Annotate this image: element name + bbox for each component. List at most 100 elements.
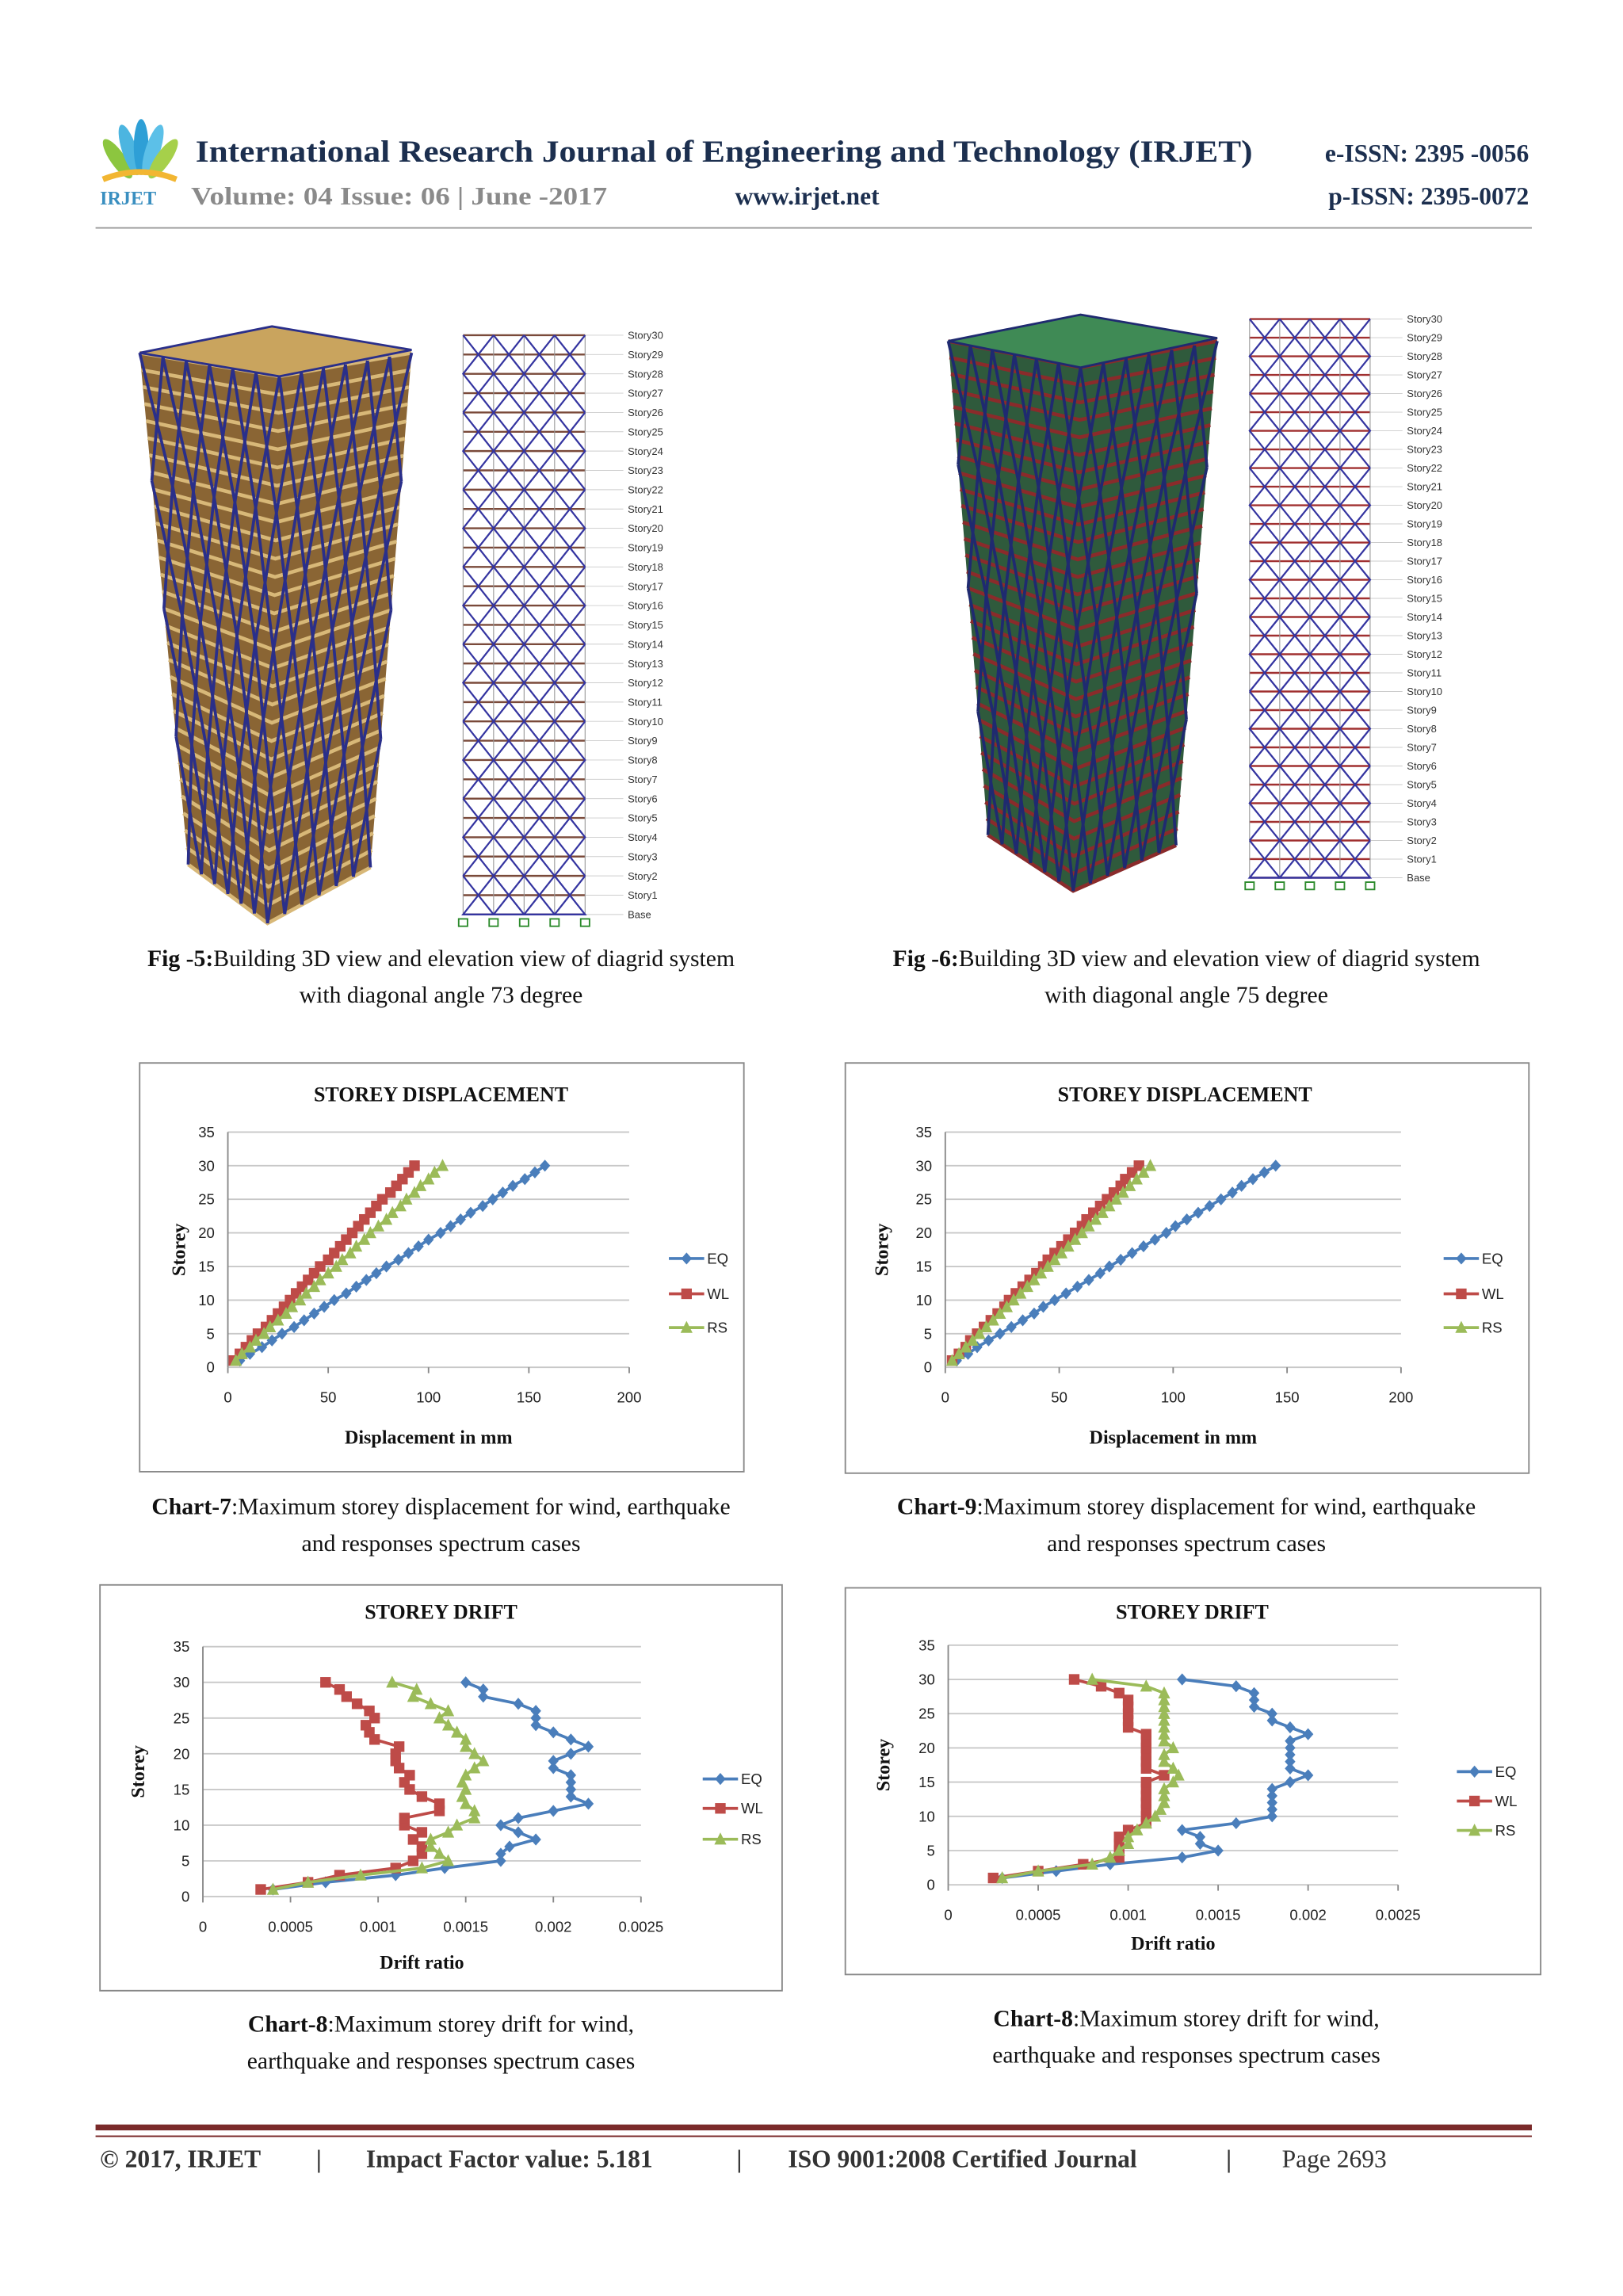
- marker: [945, 1354, 959, 1366]
- building-diagonal: [1021, 487, 1041, 609]
- marker: [314, 1273, 327, 1286]
- y-tick-label: 20: [915, 1224, 932, 1241]
- marker: [308, 1307, 320, 1320]
- marker: [1167, 1761, 1179, 1775]
- building-diagonal: [1148, 598, 1178, 734]
- elevation-brace: [522, 411, 556, 491]
- elevation-brace: [522, 875, 556, 915]
- building-floor: [979, 734, 1186, 789]
- building-diagonal: [311, 497, 341, 637]
- marker: [1266, 1714, 1277, 1727]
- elevation-brace: [522, 720, 556, 800]
- building-diagonal: [1037, 362, 1060, 487]
- marker: [350, 1280, 362, 1293]
- elevation-brace: [492, 489, 525, 568]
- marker: [565, 1783, 577, 1796]
- elevation-brace: [492, 797, 525, 877]
- elevation-brace: [1308, 839, 1341, 879]
- marker: [1158, 1720, 1170, 1733]
- building-diagonal: [150, 356, 165, 481]
- marker: [302, 1875, 315, 1888]
- marker: [1028, 1273, 1041, 1286]
- volume: Volume: 04 Issue: 06 | June -2017: [191, 182, 607, 210]
- chart-frame: [844, 1062, 1530, 1474]
- story-label: Story12: [1407, 648, 1442, 660]
- elevation-brace: [553, 720, 586, 800]
- caption-text: :Maximum storey displacement for wind, e…: [976, 1495, 1476, 1557]
- building-diagonal: [254, 513, 278, 644]
- marker: [1177, 1851, 1188, 1864]
- chart: STOREY DRIFT 0 5 10 15 20 25 30 35 0 0.0005 0.001 0.…: [99, 1584, 783, 1992]
- building-floor: [147, 436, 406, 470]
- marker: [460, 1797, 472, 1809]
- caption-text: Building 3D view and elevation view of d…: [213, 946, 735, 1009]
- building-floor: [973, 668, 1191, 719]
- building-diagonal: [1041, 622, 1060, 744]
- y-tick-label: 0: [181, 1889, 189, 1905]
- marker: [1177, 1673, 1188, 1686]
- elevation-brace: [1308, 541, 1341, 618]
- elevation-brace: [1277, 839, 1311, 879]
- marker: [1154, 1802, 1167, 1815]
- marker: [1032, 1864, 1044, 1877]
- marker: [1158, 1686, 1170, 1698]
- building-diagonal: [1009, 608, 1025, 728]
- marker: [1144, 1159, 1157, 1171]
- building-diagonal: [1135, 477, 1166, 612]
- building-floor: [184, 828, 374, 889]
- marker: [435, 1227, 446, 1240]
- building-floor: [173, 709, 384, 762]
- marker: [1113, 1687, 1125, 1698]
- chart-caption: Chart-9:Maximum storey displacement for …: [896, 1489, 1477, 1563]
- y-tick-label: 0: [207, 1359, 215, 1376]
- marker: [451, 1818, 464, 1831]
- footer-separator: |: [1226, 2145, 1232, 2172]
- x-tick-label: 0.001: [1109, 1907, 1146, 1924]
- elevation-brace: [552, 875, 586, 915]
- marker: [423, 1233, 434, 1246]
- story-label: Story9: [628, 735, 657, 747]
- y-tick-label: 25: [918, 1706, 935, 1722]
- building-floor: [165, 624, 391, 670]
- marker: [1302, 1769, 1314, 1782]
- marker: [1083, 1219, 1095, 1232]
- marker: [1158, 1734, 1170, 1747]
- building-diagonal: [1057, 498, 1080, 623]
- building-diagonal: [1163, 345, 1197, 479]
- story-label: Story24: [628, 445, 663, 457]
- building-diagonal: [253, 649, 275, 779]
- elevation-brace: [1308, 392, 1341, 469]
- story-label: Story17: [1407, 556, 1442, 567]
- building-diagonal: [1123, 732, 1151, 869]
- elevation-brace: [1248, 541, 1281, 618]
- marker: [478, 1683, 489, 1696]
- marker: [416, 1827, 428, 1838]
- marker: [441, 1854, 455, 1866]
- marker: [1167, 1740, 1179, 1754]
- marker: [1140, 1816, 1152, 1829]
- building-diagonal: [1025, 615, 1042, 736]
- marker: [456, 1790, 468, 1802]
- chart: STOREY DRIFT 0 5 10 15 20 25 30 35 0 0.0005 0.001 0.…: [844, 1587, 1542, 1976]
- legend-label: WL: [707, 1286, 729, 1302]
- marker: [468, 1761, 481, 1774]
- marker: [1181, 1213, 1193, 1226]
- story-label: Story3: [628, 850, 657, 862]
- building-floor: [962, 520, 1203, 562]
- story-label: Story16: [628, 600, 663, 612]
- marker: [393, 1741, 405, 1752]
- caption-label: Chart-8: [247, 2012, 328, 2038]
- elevation-brace: [491, 875, 525, 915]
- legend-marker: [1468, 1824, 1481, 1836]
- marker: [1231, 1680, 1242, 1693]
- y-tick-label: 15: [174, 1781, 190, 1797]
- marker: [1285, 1735, 1296, 1748]
- elevation-brace: [553, 644, 586, 722]
- building-floor: [952, 388, 1214, 422]
- building-diagonal: [976, 594, 988, 712]
- legend-label: RS: [1482, 1320, 1503, 1336]
- footer-separator: |: [736, 2145, 742, 2172]
- marker: [408, 1186, 421, 1198]
- story-label: Story13: [628, 658, 663, 670]
- marker: [513, 1698, 524, 1710]
